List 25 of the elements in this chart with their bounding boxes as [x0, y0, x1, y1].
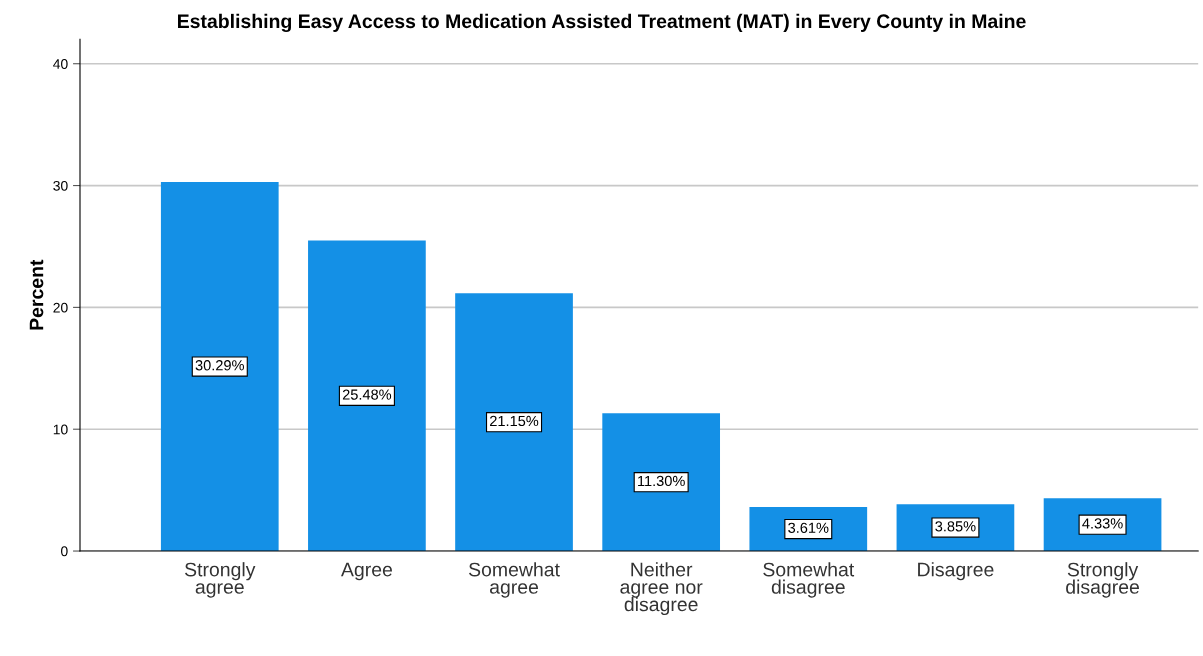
- x-tick-label: Agree: [341, 562, 392, 581]
- data-label: 3.61%: [788, 522, 829, 533]
- x-tick-label: Neither agree nor disagree: [620, 562, 703, 616]
- y-tick-label: 30: [53, 180, 68, 191]
- chart-title: Establishing Easy Access to Medication Assisted Treatment (MAT) in Every County in Maine: [178, 13, 1026, 33]
- y-tick-label: 40: [53, 59, 68, 69]
- y-axis-title: Percent: [29, 259, 44, 330]
- y-tick-label: 10: [53, 424, 68, 435]
- y-tick-label: 0: [61, 546, 68, 557]
- bar: [308, 240, 426, 552]
- data-label: 11.30%: [638, 475, 685, 487]
- x-tick-label: Strongly disagree: [1066, 562, 1139, 598]
- data-label: 4.33%: [1082, 518, 1123, 529]
- data-label: 21.15%: [490, 415, 539, 427]
- x-tick-label: Somewhat agree: [468, 562, 560, 598]
- data-label: 25.48%: [342, 389, 392, 400]
- x-tick-label: Disagree: [918, 562, 994, 581]
- bar: [455, 293, 573, 552]
- y-tick-label: 20: [53, 302, 68, 313]
- data-label: 30.29%: [195, 360, 244, 371]
- data-label: 3.85%: [935, 521, 976, 532]
- x-tick-label: Strongly agree: [184, 562, 256, 598]
- x-tick-label: Somewhat disagree: [763, 562, 855, 598]
- bar: [160, 182, 279, 552]
- bar: [602, 413, 721, 552]
